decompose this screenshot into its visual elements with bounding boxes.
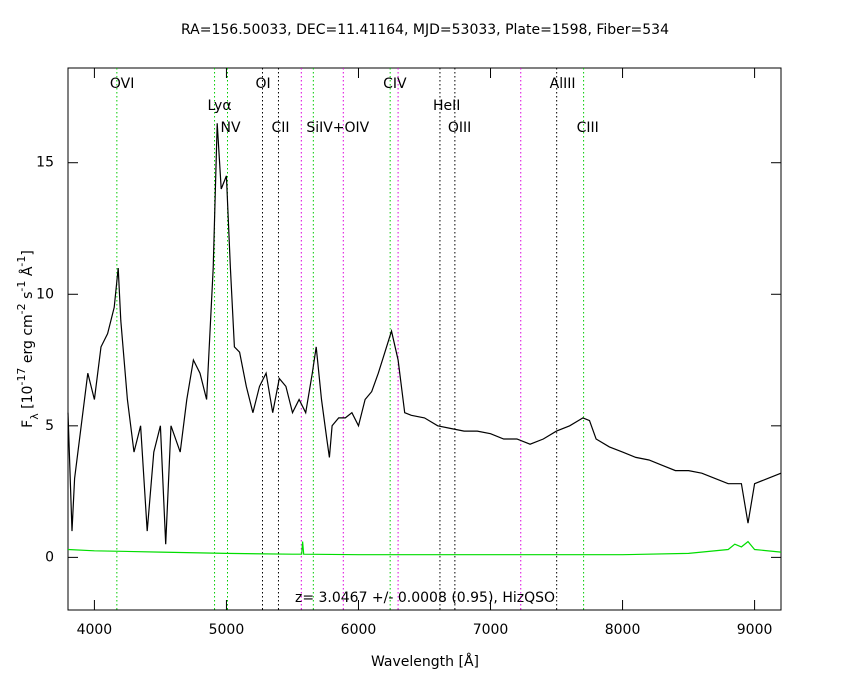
- y-label-part: ]: [20, 250, 36, 255]
- emission-label: OIII: [448, 120, 471, 136]
- emission-label: Lyα: [208, 98, 232, 114]
- y-tick-label: 10: [36, 286, 54, 302]
- y-label-part: λ: [28, 413, 41, 420]
- emission-label: NV: [221, 120, 241, 136]
- annotation: z= 3.0467 +/- 0.0008 (0.95), HizQSO: [295, 590, 555, 606]
- y-label-part: Å: [19, 266, 36, 280]
- emission-label: SiIV+OIV: [306, 120, 369, 136]
- x-tick-label: 5000: [209, 622, 245, 638]
- x-tick-label: 6000: [341, 622, 377, 638]
- y-label-part: s: [20, 292, 36, 304]
- emission-label: OVI: [110, 76, 134, 92]
- chart-title: RA=156.50033, DEC=11.41164, MJD=53033, P…: [181, 22, 669, 38]
- y-tick-label: 0: [45, 549, 54, 565]
- emission-label: CIV: [383, 76, 407, 92]
- y-label-part: [10: [20, 386, 36, 414]
- emission-label: CIII: [577, 120, 599, 136]
- y-label-part: -2: [15, 303, 28, 314]
- spectrum-line: [67, 123, 782, 545]
- x-tick-label: 8000: [605, 622, 641, 638]
- x-axis-label: Wavelength [Å]: [371, 653, 479, 670]
- y-label-part: -17: [15, 368, 28, 386]
- y-tick-label: 15: [36, 155, 54, 171]
- y-label-part: -1: [15, 256, 28, 267]
- y-axis-label: Fλ [10-17 erg cm-2 s-1 Å-1]: [15, 250, 41, 428]
- emission-label: OI: [255, 76, 270, 92]
- emission-label: HeII: [433, 98, 460, 114]
- y-label-part: -1: [15, 281, 28, 292]
- y-label-part: F: [20, 420, 36, 428]
- spectrum-line: [67, 540, 782, 556]
- x-tick-label: 4000: [77, 622, 113, 638]
- y-label-part: erg cm: [20, 314, 36, 367]
- x-tick-label: 7000: [473, 622, 509, 638]
- plot-frame: [67, 67, 782, 611]
- x-tick-label: 9000: [737, 622, 773, 638]
- emission-label: CII: [271, 120, 289, 136]
- y-tick-label: 5: [45, 418, 54, 434]
- emission-label: AlIII: [550, 76, 576, 92]
